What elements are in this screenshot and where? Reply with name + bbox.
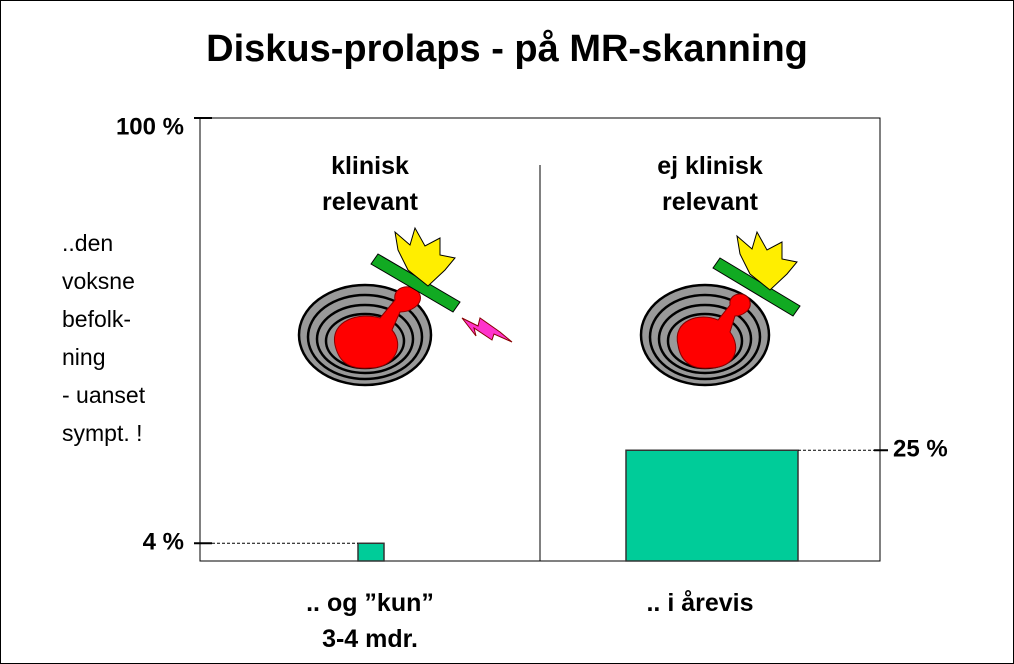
bar [358,543,384,561]
y-annotation: ..den voksne befolk- ning - uanset sympt… [62,224,145,452]
chart: 100 % 4 % 25 % [0,0,1014,664]
panel-label: klinisk relevant [250,148,490,220]
disc-illustration [299,228,512,385]
value-label: 25 % [893,436,948,463]
panel-label: ej klinisk relevant [590,148,830,220]
value-label: 4 % [143,529,184,556]
bar [626,450,798,561]
chart-title: Diskus-prolaps - på MR-skanning [0,28,1014,71]
disc-illustration [641,232,800,385]
y-tick-label: 100 % [116,113,184,140]
category-label: .. i årevis [550,585,850,621]
category-label: .. og ”kun” 3-4 mdr. [220,585,520,657]
